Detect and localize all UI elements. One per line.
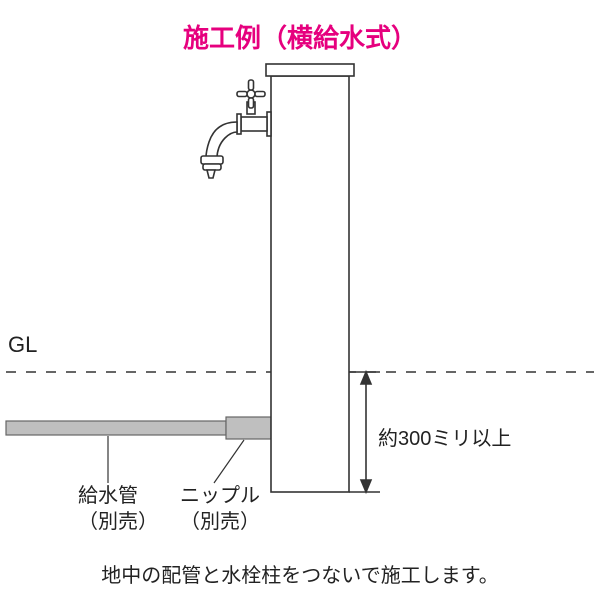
faucet-icon bbox=[201, 80, 271, 178]
supply-pipe bbox=[6, 421, 226, 435]
nipple-connector bbox=[226, 417, 271, 439]
nipple-note: （別売） bbox=[180, 511, 260, 533]
nipple-label: ニップル （別売） bbox=[180, 483, 260, 535]
supply-pipe-text: 給水管 bbox=[78, 485, 138, 507]
depth-label: 約300ミリ以上 bbox=[378, 422, 511, 451]
leader-nipple bbox=[214, 440, 244, 483]
column-cap bbox=[266, 64, 354, 76]
supply-pipe-note: （別売） bbox=[78, 511, 158, 533]
gl-label: GL bbox=[8, 332, 37, 358]
footer-caption: 地中の配管と水栓柱をつないで施工します。 bbox=[0, 559, 600, 588]
column-body bbox=[271, 76, 349, 492]
depth-dimension bbox=[349, 372, 380, 492]
supply-pipe-label: 給水管 （別売） bbox=[78, 483, 158, 535]
nipple-text: ニップル bbox=[180, 485, 260, 507]
